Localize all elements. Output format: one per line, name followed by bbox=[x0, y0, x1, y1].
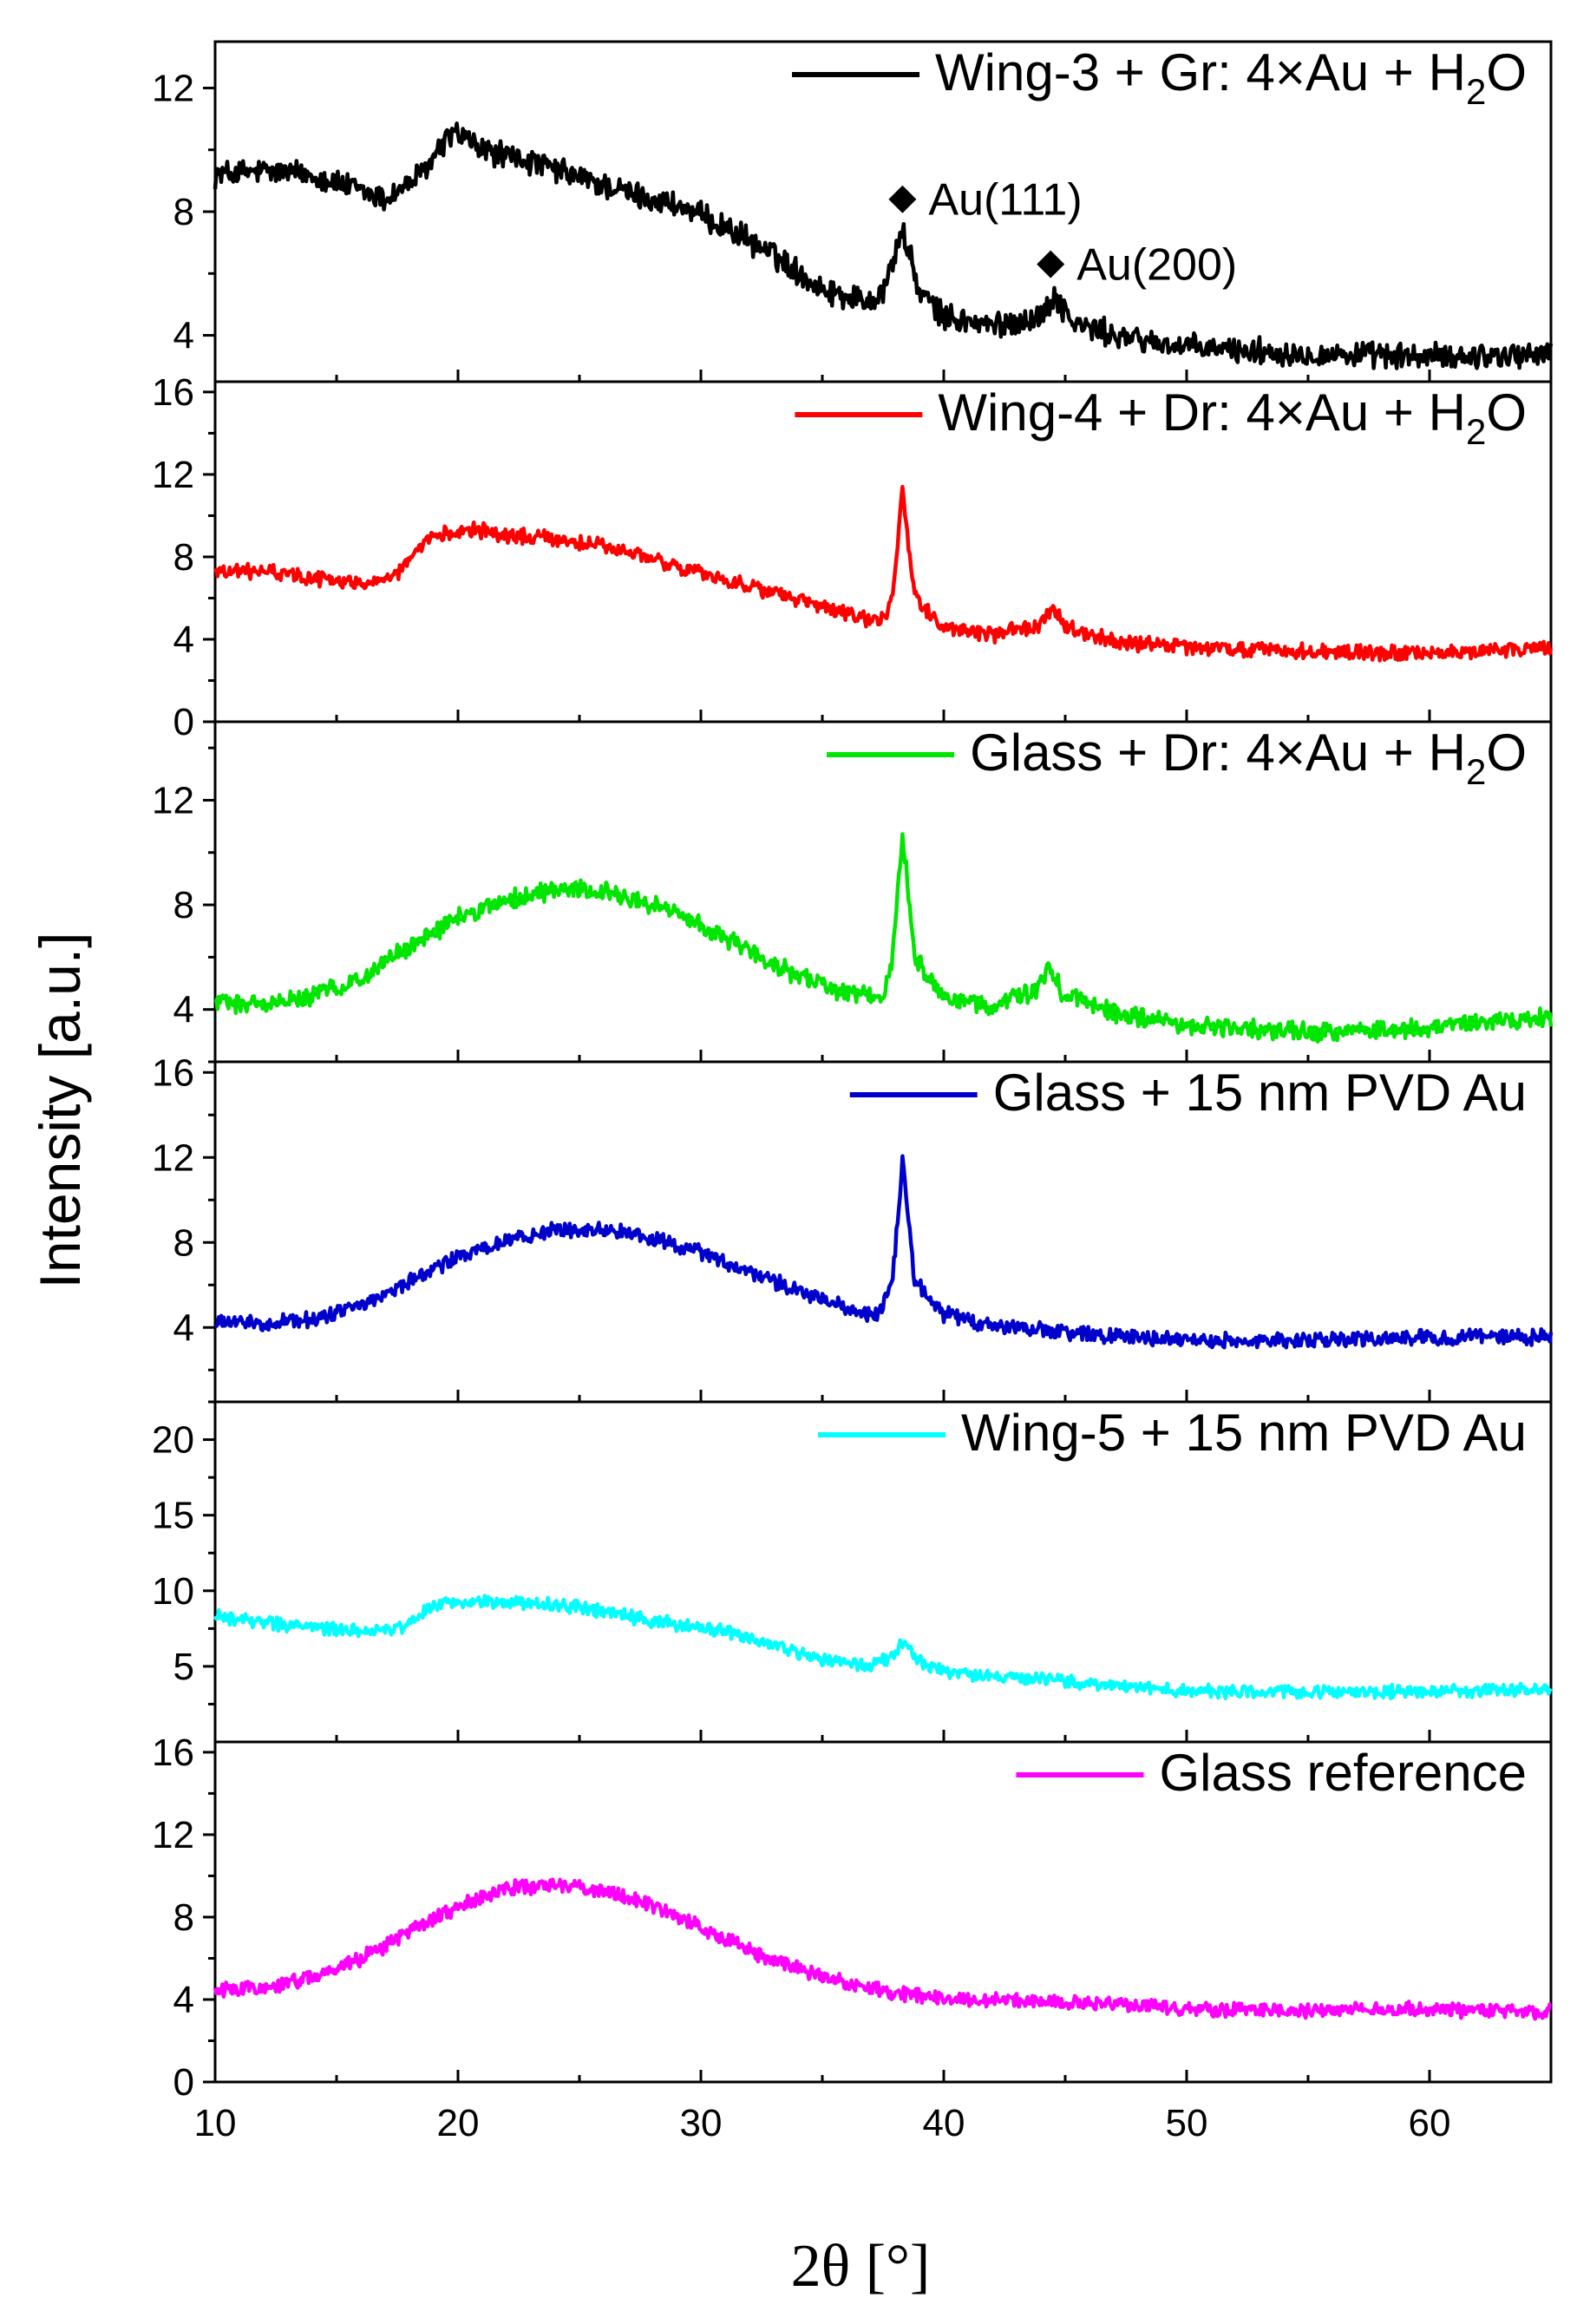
y-tick-label: 12 bbox=[152, 67, 194, 109]
y-tick-label: 16 bbox=[152, 371, 194, 414]
y-tick-label: 8 bbox=[173, 191, 194, 233]
y-tick-label: 12 bbox=[152, 454, 194, 496]
y-tick-label: 12 bbox=[152, 779, 194, 822]
legend-text-suffix: O bbox=[1486, 43, 1527, 101]
legend-text: Wing-5 + 15 nm PVD Au bbox=[961, 1404, 1527, 1462]
y-tick-label: 16 bbox=[152, 1732, 194, 1774]
y-tick-label: 4 bbox=[173, 989, 194, 1031]
legend-subscript: 2 bbox=[1466, 751, 1486, 792]
annotation-diamond-icon bbox=[888, 185, 917, 213]
panel-5: 5 10 15 20 Wing-5 + 15 nm PVD Au bbox=[152, 1400, 1553, 1744]
series-line bbox=[214, 1154, 1554, 1350]
x-tick-label: 20 bbox=[437, 2102, 480, 2144]
y-tick-label: 0 bbox=[173, 701, 194, 743]
panel-frame bbox=[213, 1740, 1553, 2084]
y-tick-label: 4 bbox=[173, 315, 194, 357]
y-tick-label: 4 bbox=[173, 619, 194, 661]
x-tick-label: 10 bbox=[194, 2102, 237, 2144]
annotation-label: Au(111) bbox=[928, 175, 1082, 226]
legend-label: Glass + Dr: 4×Au + H2O bbox=[970, 723, 1527, 792]
series-line bbox=[213, 1594, 1553, 1700]
y-tick-label: 5 bbox=[173, 1646, 194, 1688]
legend-label: Wing-3 + Gr: 4×Au + H2O bbox=[935, 43, 1527, 112]
panel-6: 0 4 8 12 16 Glass reference bbox=[152, 1732, 1553, 2104]
annotation-label: Au(200) bbox=[1076, 240, 1237, 291]
panel-1: 4 8 12 Wing-3 + Gr: 4×Au + H2O Au(111) Au(200… bbox=[152, 40, 1554, 383]
legend-label: Wing-5 + 15 nm PVD Au bbox=[961, 1404, 1527, 1462]
y-tick-label: 8 bbox=[173, 1896, 194, 1939]
y-tick-label: 12 bbox=[152, 1814, 194, 1856]
y-tick-label: 8 bbox=[173, 884, 194, 926]
series-line bbox=[213, 121, 1554, 370]
legend-text: Wing-4 + Dr: 4×Au + H bbox=[938, 383, 1466, 442]
y-tick-label: 12 bbox=[152, 1136, 194, 1179]
legend-subscript: 2 bbox=[1466, 71, 1486, 112]
panel-2: 0 4 8 12 16 Wing-4 + Dr: 4×Au + H2O bbox=[152, 371, 1554, 743]
x-tick-label: 30 bbox=[680, 2102, 723, 2144]
x-axis-title: 2θ [°] bbox=[791, 2233, 931, 2300]
y-tick-label: 10 bbox=[152, 1570, 194, 1613]
legend-label: Wing-4 + Dr: 4×Au + H2O bbox=[938, 383, 1527, 452]
x-tick-label: 40 bbox=[923, 2102, 965, 2144]
y-axis-title: Intensity [a.u.] bbox=[28, 933, 92, 1289]
legend-text: Wing-3 + Gr: 4×Au + H bbox=[935, 43, 1466, 101]
legend-subscript: 2 bbox=[1466, 411, 1486, 452]
series-line bbox=[214, 832, 1554, 1044]
panel-4: 4 8 12 16 Glass + 15 nm PVD Au bbox=[152, 1051, 1554, 1404]
legend-text: Glass reference bbox=[1159, 1744, 1527, 1802]
legend-text: Glass + Dr: 4×Au + H bbox=[970, 723, 1466, 782]
y-tick-label: 16 bbox=[152, 1051, 194, 1094]
y-tick-label: 0 bbox=[173, 2061, 194, 2104]
y-tick-label: 20 bbox=[152, 1419, 194, 1462]
legend-text-suffix: O bbox=[1486, 383, 1527, 442]
legend-text-suffix: O bbox=[1486, 723, 1527, 782]
series-line bbox=[213, 485, 1554, 663]
x-axis: 10 20 30 40 50 60 bbox=[194, 2102, 1451, 2144]
y-tick-label: 15 bbox=[152, 1495, 194, 1537]
legend-label: Glass + 15 nm PVD Au bbox=[993, 1064, 1527, 1122]
y-tick-label: 4 bbox=[173, 1306, 194, 1349]
annotation-diamond-icon bbox=[1037, 250, 1065, 278]
x-tick-label: 60 bbox=[1409, 2102, 1451, 2144]
panel-3: 4 8 12 Glass + Dr: 4×Au + H2O bbox=[152, 720, 1554, 1064]
x-tick-label: 50 bbox=[1166, 2102, 1208, 2144]
series-line bbox=[213, 1877, 1552, 2021]
legend-label: Glass reference bbox=[1159, 1744, 1527, 1802]
y-tick-label: 8 bbox=[173, 536, 194, 579]
y-tick-label: 4 bbox=[173, 1979, 194, 2021]
y-tick-label: 8 bbox=[173, 1221, 194, 1264]
legend-text: Glass + 15 nm PVD Au bbox=[993, 1064, 1527, 1122]
